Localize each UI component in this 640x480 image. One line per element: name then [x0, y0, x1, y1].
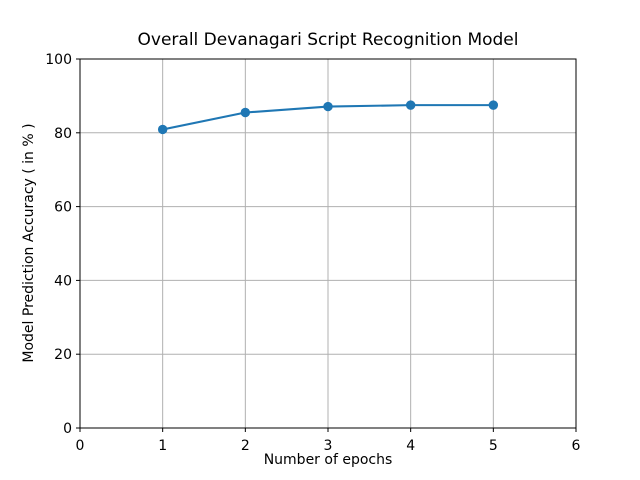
x-tick-label: 3 [324, 438, 333, 454]
x-tick-label: 5 [489, 438, 498, 454]
y-tick-label: 80 [54, 126, 72, 142]
y-tick-label: 40 [54, 273, 72, 289]
x-tick-label: 4 [406, 438, 415, 454]
x-tick-label: 1 [158, 438, 167, 454]
data-point [157, 124, 168, 135]
data-point [488, 100, 499, 110]
y-tick-label: 20 [54, 347, 72, 363]
y-axis-label: Model Prediction Accuracy ( in % ) [21, 123, 37, 363]
x-tick-label: 0 [76, 438, 85, 454]
x-axis-label: Number of epochs [263, 452, 393, 468]
x-tick-label: 6 [572, 438, 581, 454]
data-point [323, 101, 333, 112]
y-tick-label: 60 [54, 200, 72, 216]
data-point [240, 107, 251, 118]
chart-title: Overall Devanagari Script Recognition Mo… [137, 30, 519, 50]
data-point [405, 100, 416, 110]
y-tick-label: 0 [63, 421, 72, 437]
x-tick-label: 2 [241, 438, 250, 454]
y-tick-label: 100 [45, 52, 72, 68]
